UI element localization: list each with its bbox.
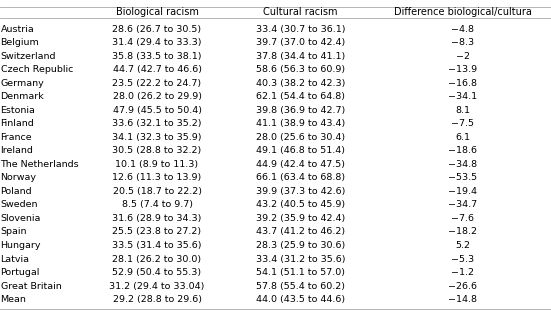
Text: Norway: Norway (1, 174, 36, 182)
Text: 47.9 (45.5 to 50.4): 47.9 (45.5 to 50.4) (112, 106, 202, 115)
Text: Ireland: Ireland (1, 146, 34, 155)
Text: −18.6: −18.6 (449, 146, 477, 155)
Text: 66.1 (63.4 to 68.8): 66.1 (63.4 to 68.8) (256, 174, 345, 182)
Text: −5.3: −5.3 (451, 254, 474, 263)
Text: 28.3 (25.9 to 30.6): 28.3 (25.9 to 30.6) (256, 241, 345, 250)
Text: 37.8 (34.4 to 41.1): 37.8 (34.4 to 41.1) (256, 52, 345, 61)
Text: −1.2: −1.2 (451, 268, 474, 277)
Text: −34.8: −34.8 (449, 160, 477, 169)
Text: 33.5 (31.4 to 35.6): 33.5 (31.4 to 35.6) (112, 241, 202, 250)
Text: −8.3: −8.3 (451, 38, 474, 47)
Text: 62.1 (54.4 to 64.8): 62.1 (54.4 to 64.8) (256, 92, 345, 101)
Text: 39.9 (37.3 to 42.6): 39.9 (37.3 to 42.6) (256, 187, 345, 196)
Text: 39.7 (37.0 to 42.4): 39.7 (37.0 to 42.4) (256, 38, 345, 47)
Text: Belgium: Belgium (1, 38, 39, 47)
Text: 28.0 (25.6 to 30.4): 28.0 (25.6 to 30.4) (256, 133, 345, 142)
Text: 23.5 (22.2 to 24.7): 23.5 (22.2 to 24.7) (112, 79, 202, 88)
Text: 43.2 (40.5 to 45.9): 43.2 (40.5 to 45.9) (256, 200, 345, 209)
Text: 31.6 (28.9 to 34.3): 31.6 (28.9 to 34.3) (112, 214, 202, 223)
Text: −7.6: −7.6 (451, 214, 474, 223)
Text: Germany: Germany (1, 79, 44, 88)
Text: Mean: Mean (1, 295, 26, 304)
Text: Spain: Spain (1, 227, 27, 236)
Text: 54.1 (51.1 to 57.0): 54.1 (51.1 to 57.0) (256, 268, 345, 277)
Text: 28.1 (26.2 to 30.0): 28.1 (26.2 to 30.0) (112, 254, 202, 263)
Text: −19.4: −19.4 (449, 187, 477, 196)
Text: −34.1: −34.1 (449, 92, 477, 101)
Text: Czech Republic: Czech Republic (1, 65, 73, 74)
Text: Austria: Austria (1, 25, 34, 34)
Text: 31.4 (29.4 to 33.3): 31.4 (29.4 to 33.3) (112, 38, 202, 47)
Text: 33.4 (30.7 to 36.1): 33.4 (30.7 to 36.1) (256, 25, 345, 34)
Text: 44.7 (42.7 to 46.6): 44.7 (42.7 to 46.6) (112, 65, 202, 74)
Text: 58.6 (56.3 to 60.9): 58.6 (56.3 to 60.9) (256, 65, 345, 74)
Text: 10.1 (8.9 to 11.3): 10.1 (8.9 to 11.3) (116, 160, 198, 169)
Text: France: France (1, 133, 32, 142)
Text: 35.8 (33.5 to 38.1): 35.8 (33.5 to 38.1) (112, 52, 202, 61)
Text: −16.8: −16.8 (449, 79, 477, 88)
Text: 20.5 (18.7 to 22.2): 20.5 (18.7 to 22.2) (112, 187, 202, 196)
Text: −26.6: −26.6 (449, 281, 477, 290)
Text: Estonia: Estonia (1, 106, 35, 115)
Text: 39.8 (36.9 to 42.7): 39.8 (36.9 to 42.7) (256, 106, 345, 115)
Text: 12.6 (11.3 to 13.9): 12.6 (11.3 to 13.9) (112, 174, 202, 182)
Text: Difference biological/cultura: Difference biological/cultura (394, 7, 532, 17)
Text: 5.2: 5.2 (455, 241, 471, 250)
Text: 41.1 (38.9 to 43.4): 41.1 (38.9 to 43.4) (256, 119, 345, 128)
Text: 33.6 (32.1 to 35.2): 33.6 (32.1 to 35.2) (112, 119, 202, 128)
Text: The Netherlands: The Netherlands (1, 160, 79, 169)
Text: −14.8: −14.8 (449, 295, 477, 304)
Text: Switzerland: Switzerland (1, 52, 56, 61)
Text: 33.4 (31.2 to 35.6): 33.4 (31.2 to 35.6) (256, 254, 345, 263)
Text: 43.7 (41.2 to 46.2): 43.7 (41.2 to 46.2) (256, 227, 345, 236)
Text: 34.1 (32.3 to 35.9): 34.1 (32.3 to 35.9) (112, 133, 202, 142)
Text: Denmark: Denmark (1, 92, 44, 101)
Text: 8.5 (7.4 to 9.7): 8.5 (7.4 to 9.7) (122, 200, 192, 209)
Text: Sweden: Sweden (1, 200, 38, 209)
Text: Slovenia: Slovenia (1, 214, 41, 223)
Text: −53.5: −53.5 (449, 174, 477, 182)
Text: 6.1: 6.1 (455, 133, 471, 142)
Text: −18.2: −18.2 (449, 227, 477, 236)
Text: 49.1 (46.8 to 51.4): 49.1 (46.8 to 51.4) (256, 146, 345, 155)
Text: Latvia: Latvia (1, 254, 30, 263)
Text: Portugal: Portugal (1, 268, 40, 277)
Text: 39.2 (35.9 to 42.4): 39.2 (35.9 to 42.4) (256, 214, 345, 223)
Text: 40.3 (38.2 to 42.3): 40.3 (38.2 to 42.3) (256, 79, 345, 88)
Text: Biological racism: Biological racism (116, 7, 198, 17)
Text: 52.9 (50.4 to 55.3): 52.9 (50.4 to 55.3) (112, 268, 202, 277)
Text: Cultural racism: Cultural racism (263, 7, 338, 17)
Text: Hungary: Hungary (1, 241, 41, 250)
Text: 44.0 (43.5 to 44.6): 44.0 (43.5 to 44.6) (256, 295, 345, 304)
Text: −2: −2 (456, 52, 470, 61)
Text: 8.1: 8.1 (455, 106, 471, 115)
Text: 28.6 (26.7 to 30.5): 28.6 (26.7 to 30.5) (112, 25, 202, 34)
Text: −4.8: −4.8 (451, 25, 474, 34)
Text: 44.9 (42.4 to 47.5): 44.9 (42.4 to 47.5) (256, 160, 345, 169)
Text: 29.2 (28.8 to 29.6): 29.2 (28.8 to 29.6) (112, 295, 202, 304)
Text: 28.0 (26.2 to 29.9): 28.0 (26.2 to 29.9) (112, 92, 202, 101)
Text: −13.9: −13.9 (449, 65, 477, 74)
Text: Poland: Poland (1, 187, 32, 196)
Text: 31.2 (29.4 to 33.04): 31.2 (29.4 to 33.04) (109, 281, 205, 290)
Text: Great Britain: Great Britain (1, 281, 61, 290)
Text: 30.5 (28.8 to 32.2): 30.5 (28.8 to 32.2) (112, 146, 202, 155)
Text: 25.5 (23.8 to 27.2): 25.5 (23.8 to 27.2) (112, 227, 202, 236)
Text: Finland: Finland (1, 119, 34, 128)
Text: −34.7: −34.7 (449, 200, 477, 209)
Text: −7.5: −7.5 (451, 119, 474, 128)
Text: 57.8 (55.4 to 60.2): 57.8 (55.4 to 60.2) (256, 281, 345, 290)
